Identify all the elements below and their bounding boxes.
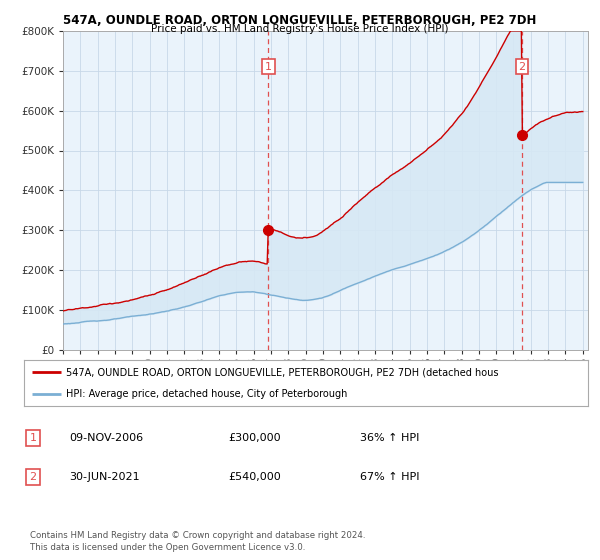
Text: HPI: Average price, detached house, City of Peterborough: HPI: Average price, detached house, City… [66,389,347,399]
Text: 547A, OUNDLE ROAD, ORTON LONGUEVILLE, PETERBOROUGH, PE2 7DH: 547A, OUNDLE ROAD, ORTON LONGUEVILLE, PE… [64,14,536,27]
Text: 2: 2 [29,472,37,482]
Text: Price paid vs. HM Land Registry's House Price Index (HPI): Price paid vs. HM Land Registry's House … [151,24,449,34]
Text: 2: 2 [518,62,526,72]
Text: 1: 1 [29,433,37,443]
Text: 30-JUN-2021: 30-JUN-2021 [69,472,140,482]
Text: £540,000: £540,000 [228,472,281,482]
Text: 547A, OUNDLE ROAD, ORTON LONGUEVILLE, PETERBOROUGH, PE2 7DH (detached hous: 547A, OUNDLE ROAD, ORTON LONGUEVILLE, PE… [66,367,499,377]
Text: £300,000: £300,000 [228,433,281,443]
Text: 67% ↑ HPI: 67% ↑ HPI [360,472,419,482]
Text: 09-NOV-2006: 09-NOV-2006 [69,433,143,443]
Text: 1: 1 [265,62,272,72]
Text: 36% ↑ HPI: 36% ↑ HPI [360,433,419,443]
Text: Contains HM Land Registry data © Crown copyright and database right 2024.
This d: Contains HM Land Registry data © Crown c… [30,531,365,552]
